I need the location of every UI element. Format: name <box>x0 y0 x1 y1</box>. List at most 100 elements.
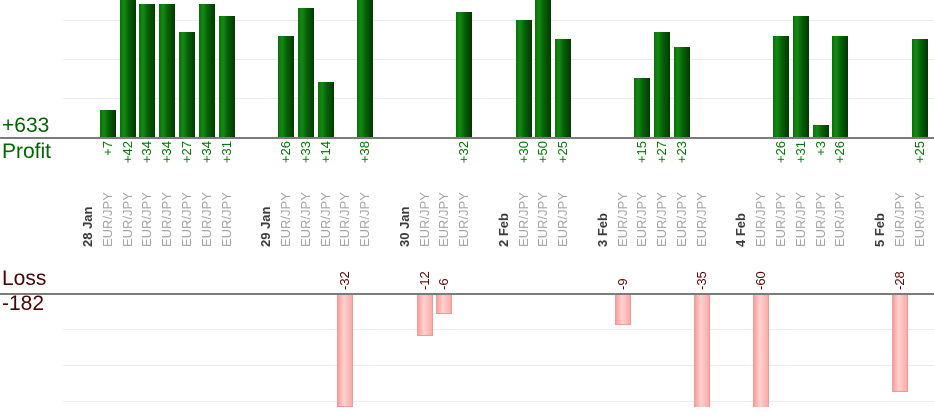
pair-label: EUR/JPY <box>317 192 333 247</box>
pair-label: EUR/JPY <box>278 192 293 247</box>
loss-gridline <box>63 401 934 402</box>
profit-bar <box>555 39 572 137</box>
trade-profit-value-label: +38 <box>357 141 373 164</box>
loss-bar <box>337 295 354 407</box>
profit-bar <box>159 4 176 137</box>
trade-profit-value-label: +42 <box>119 141 135 164</box>
pair-label: EUR/JPY <box>891 192 907 247</box>
profit-label: Profit <box>2 140 52 163</box>
pair-label: EUR/JPY <box>654 192 670 247</box>
pair-label: EUR/JPY <box>515 192 531 247</box>
date-label: 29 Jan <box>258 206 274 247</box>
profit-bar <box>198 4 215 137</box>
loss-bar <box>693 295 710 407</box>
trade-profit-value-label: +27 <box>179 141 194 164</box>
loss-label: Loss <box>2 267 47 290</box>
date-label: 5 Feb <box>872 213 887 247</box>
profit-bar <box>456 12 473 137</box>
trade-profit-value-label: +34 <box>139 141 155 164</box>
profit-bar <box>674 47 690 137</box>
pair-label: EUR/JPY <box>159 192 175 247</box>
pair-label: EUR/JPY <box>693 192 709 247</box>
trade-profit-value-label: +34 <box>198 141 214 164</box>
pair-label: EUR/JPY <box>436 192 452 247</box>
trade-loss-value-label: -28 <box>891 271 907 290</box>
profit-bar <box>792 16 809 137</box>
profit-bar <box>773 36 789 137</box>
trade-profit-value-label: +32 <box>456 141 472 164</box>
trade-profit-value-label: +50 <box>535 141 551 164</box>
pair-label: EUR/JPY <box>456 192 472 247</box>
pair-label: EUR/JPY <box>911 192 927 247</box>
profit-bar <box>99 110 116 137</box>
trade-profit-value-label: +30 <box>515 141 531 164</box>
profit-bar <box>297 8 314 137</box>
profit-bar <box>218 16 235 137</box>
loss-gridline <box>63 365 934 366</box>
trade-profit-value-label: +31 <box>218 141 234 164</box>
pair-label: EUR/JPY <box>337 192 353 247</box>
trade-loss-value-label: -32 <box>337 271 353 290</box>
pair-label: EUR/JPY <box>832 192 848 247</box>
trade-profit-value-label: +15 <box>634 141 650 164</box>
trade-loss-value-label: -60 <box>753 271 769 290</box>
loss-plot-area <box>0 295 934 407</box>
trade-loss-value-label: -35 <box>693 271 709 290</box>
trade-profit-value-label: +26 <box>832 141 848 164</box>
profit-plot-area <box>0 0 934 137</box>
pair-label: EUR/JPY <box>416 192 432 247</box>
pair-label: EUR/JPY <box>614 192 630 247</box>
pair-label: EUR/JPY <box>674 192 689 247</box>
pair-label: EUR/JPY <box>555 192 571 247</box>
loss-bar <box>614 295 631 325</box>
profit-bar <box>317 82 334 137</box>
trade-profit-value-label: +31 <box>792 141 808 164</box>
profit-axis-line <box>0 137 934 139</box>
profit-bar <box>535 0 552 137</box>
trade-loss-value-label: -9 <box>614 278 630 290</box>
pair-label: EUR/JPY <box>198 192 214 247</box>
profit-bar <box>515 20 532 137</box>
loss-bar <box>436 295 453 314</box>
trade-profit-value-label: +7 <box>99 141 115 156</box>
pair-label: EUR/JPY <box>535 192 551 247</box>
date-label: 28 Jan <box>80 206 95 247</box>
profit-total: +633 <box>2 114 50 137</box>
pair-label: EUR/JPY <box>119 192 135 247</box>
trade-profit-value-label: +25 <box>911 141 927 164</box>
profit-bar <box>278 36 294 137</box>
profit-gridline <box>63 59 934 60</box>
trade-profit-value-label: +26 <box>278 141 293 164</box>
trade-profit-value-label: +14 <box>317 141 333 164</box>
trade-profit-value-label: +33 <box>297 141 313 164</box>
profit-bar <box>119 0 136 137</box>
pair-label: EUR/JPY <box>357 192 373 247</box>
profit-bar <box>832 36 849 137</box>
profit-bar <box>179 32 195 137</box>
date-label: 2 Feb <box>495 213 511 247</box>
trade-loss-value-label: -6 <box>436 278 452 290</box>
loss-bar <box>891 295 908 392</box>
trade-profit-value-label: +3 <box>812 141 828 156</box>
trade-profit-value-label: +25 <box>555 141 571 164</box>
loss-axis-line <box>0 293 934 295</box>
date-label: 30 Jan <box>396 206 412 247</box>
profit-bar <box>911 39 928 137</box>
loss-bar <box>416 295 433 336</box>
date-label: 4 Feb <box>733 213 749 247</box>
pair-label: EUR/JPY <box>773 192 788 247</box>
loss-bar <box>753 295 770 407</box>
profit-bar <box>654 32 671 137</box>
profit-bar <box>812 125 829 137</box>
loss-total: -182 <box>2 292 45 315</box>
pair-label: EUR/JPY <box>634 192 650 247</box>
pair-label: EUR/JPY <box>297 192 313 247</box>
profit-bar <box>139 4 156 137</box>
pair-label: EUR/JPY <box>218 192 234 247</box>
profit-gridline <box>63 20 934 21</box>
pair-label: EUR/JPY <box>753 192 769 247</box>
date-label: 3 Feb <box>594 213 610 247</box>
pair-label: EUR/JPY <box>99 192 115 247</box>
pair-label: EUR/JPY <box>812 192 828 247</box>
